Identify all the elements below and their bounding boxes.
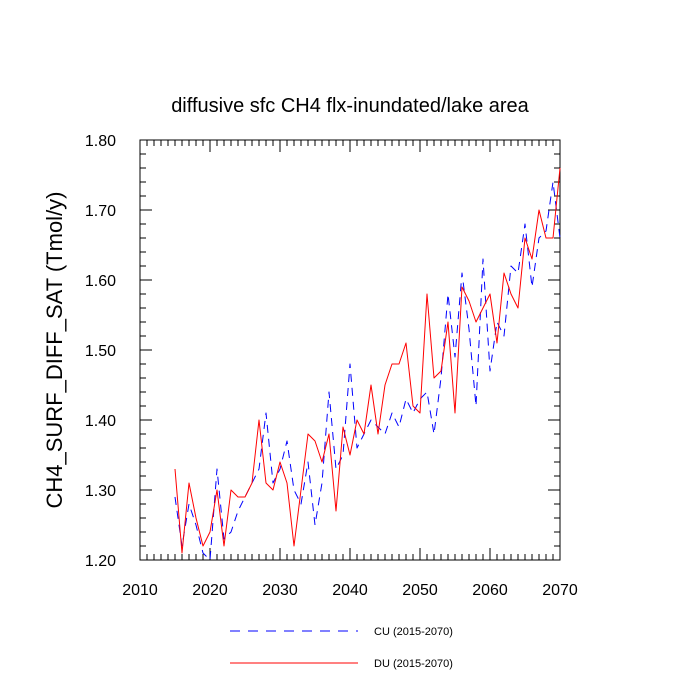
series-layer xyxy=(174,167,561,561)
chart-title: diffusive sfc CH4 flx-inundated/lake are… xyxy=(171,95,529,117)
x-tick-label: 2030 xyxy=(262,582,298,599)
y-tick-label: 1.60 xyxy=(85,273,116,290)
y-tick-label: 1.20 xyxy=(85,553,116,570)
x-tick-label: 2040 xyxy=(332,582,368,599)
series-line-du xyxy=(174,167,561,554)
x-tick-label: 2020 xyxy=(192,582,228,599)
plot-frame xyxy=(139,139,561,561)
x-tick-label: 2060 xyxy=(472,582,508,599)
y-tick-label: 1.80 xyxy=(85,133,116,150)
series-line-cu xyxy=(174,181,561,561)
x-tick-labels: 2010 2020 2030 2040 2050 2060 2070 xyxy=(122,582,578,599)
y-axis-label: CH4_SURF_DIFF_SAT (Tmol/y) xyxy=(42,191,67,508)
y-tick-labels: 1.20 1.30 1.40 1.50 1.60 1.70 1.80 xyxy=(85,133,116,570)
y-tick-label: 1.30 xyxy=(85,483,116,500)
x-tick-label: 2070 xyxy=(542,582,578,599)
legend-label-du: DU (2015-2070) xyxy=(374,658,453,670)
y-tick-label: 1.40 xyxy=(85,413,116,430)
legend: CU (2015-2070) DU (2015-2070) xyxy=(230,626,453,670)
axis-ticks xyxy=(139,139,561,561)
legend-label-cu: CU (2015-2070) xyxy=(374,626,453,638)
y-tick-label: 1.50 xyxy=(85,343,116,360)
x-tick-label: 2010 xyxy=(122,582,158,599)
y-tick-label: 1.70 xyxy=(85,203,116,220)
x-tick-label: 2050 xyxy=(402,582,438,599)
